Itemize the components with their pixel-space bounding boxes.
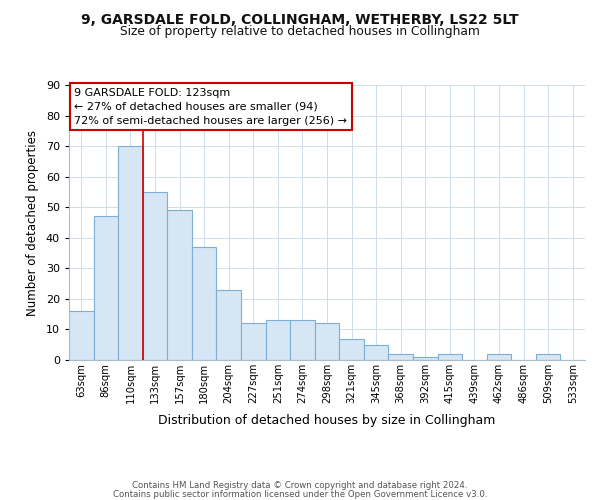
- Bar: [192, 247, 217, 360]
- Bar: [217, 290, 241, 360]
- Bar: [364, 344, 388, 360]
- X-axis label: Distribution of detached houses by size in Collingham: Distribution of detached houses by size …: [158, 414, 496, 428]
- Bar: [167, 210, 192, 360]
- Text: 9 GARSDALE FOLD: 123sqm
← 27% of detached houses are smaller (94)
72% of semi-de: 9 GARSDALE FOLD: 123sqm ← 27% of detache…: [74, 88, 347, 126]
- Bar: [290, 320, 315, 360]
- Bar: [339, 338, 364, 360]
- Text: 9, GARSDALE FOLD, COLLINGHAM, WETHERBY, LS22 5LT: 9, GARSDALE FOLD, COLLINGHAM, WETHERBY, …: [81, 12, 519, 26]
- Bar: [437, 354, 462, 360]
- Bar: [487, 354, 511, 360]
- Text: Contains HM Land Registry data © Crown copyright and database right 2024.: Contains HM Land Registry data © Crown c…: [132, 481, 468, 490]
- Bar: [266, 320, 290, 360]
- Bar: [241, 324, 266, 360]
- Text: Contains public sector information licensed under the Open Government Licence v3: Contains public sector information licen…: [113, 490, 487, 499]
- Bar: [315, 324, 339, 360]
- Bar: [413, 357, 437, 360]
- Bar: [94, 216, 118, 360]
- Text: Size of property relative to detached houses in Collingham: Size of property relative to detached ho…: [120, 25, 480, 38]
- Bar: [388, 354, 413, 360]
- Bar: [69, 311, 94, 360]
- Y-axis label: Number of detached properties: Number of detached properties: [26, 130, 39, 316]
- Bar: [118, 146, 143, 360]
- Bar: [536, 354, 560, 360]
- Bar: [143, 192, 167, 360]
